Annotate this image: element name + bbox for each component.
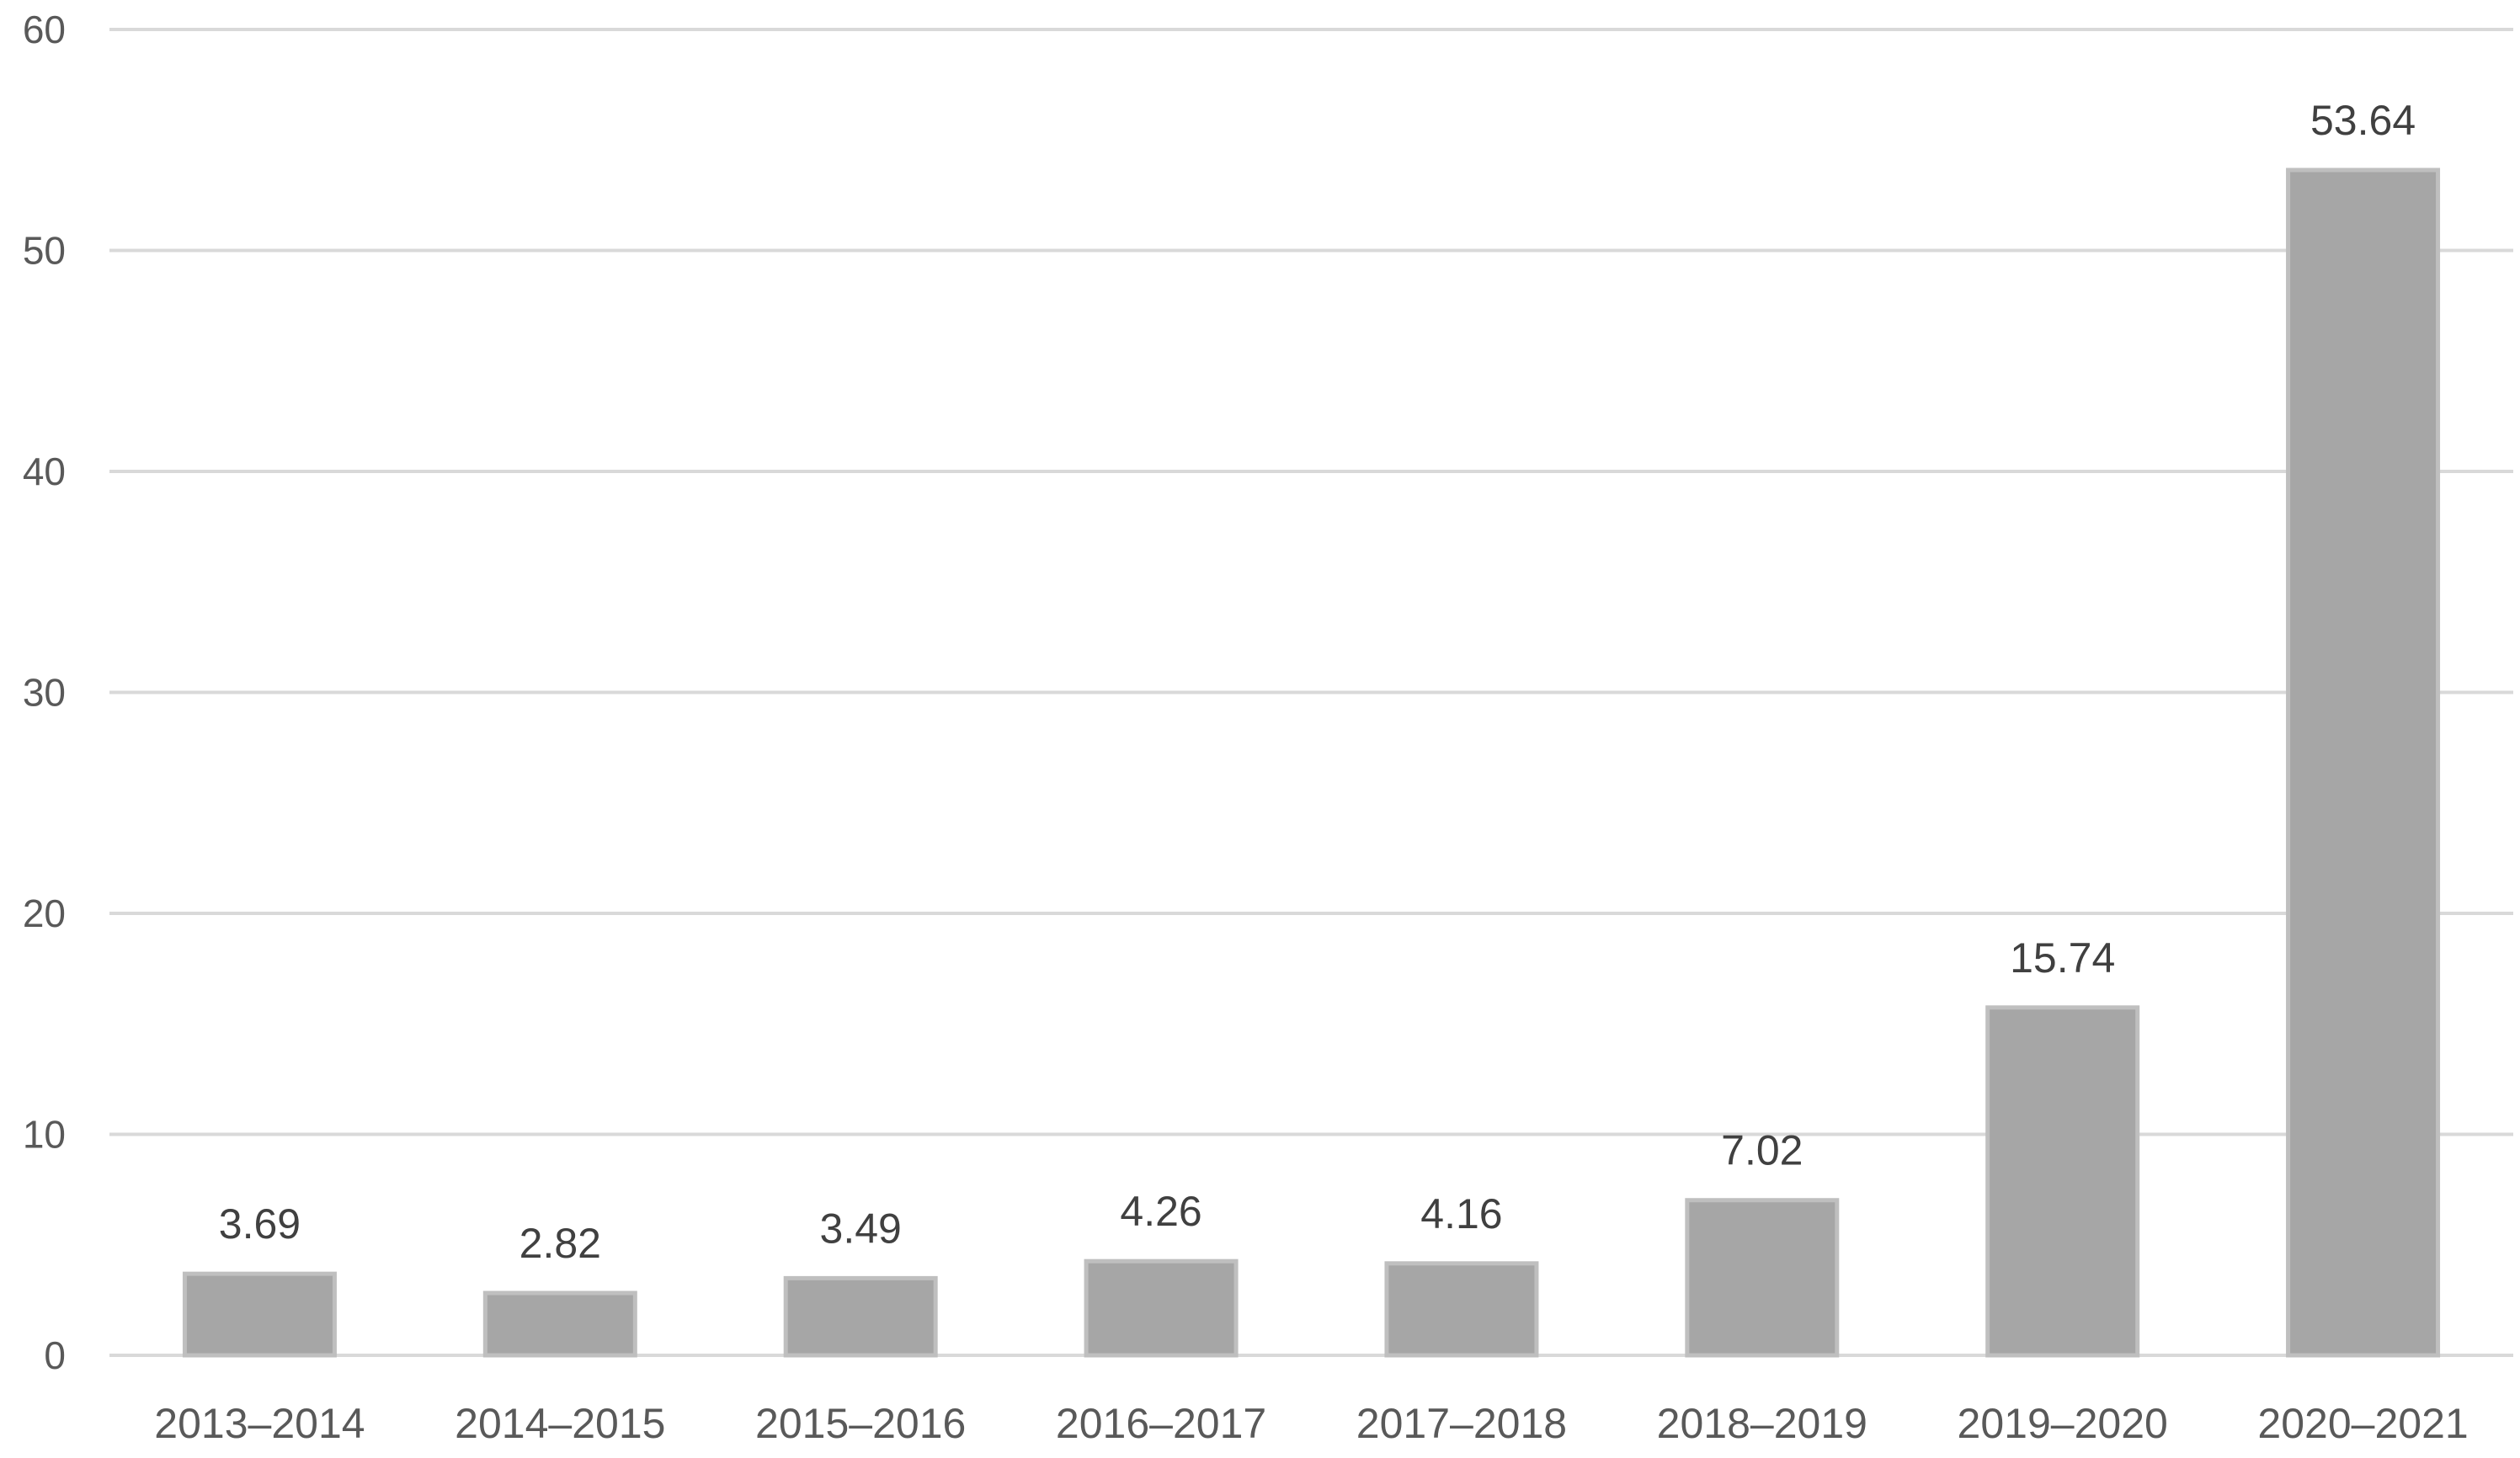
bar bbox=[1384, 1261, 1539, 1358]
bar bbox=[1084, 1258, 1239, 1358]
data-label: 7.02 bbox=[1721, 1127, 1803, 1174]
data-label: 3.69 bbox=[219, 1200, 301, 1248]
y-tick-label: 50 bbox=[23, 229, 66, 273]
bar bbox=[482, 1290, 637, 1358]
x-tick-label: 2018–2019 bbox=[1657, 1400, 1867, 1447]
y-tick-label: 10 bbox=[23, 1113, 66, 1157]
bar bbox=[2286, 168, 2441, 1358]
x-tick-label: 2013–2014 bbox=[154, 1400, 365, 1447]
data-label: 15.74 bbox=[2010, 934, 2115, 982]
data-label: 53.64 bbox=[2310, 97, 2416, 144]
data-labels: 3.69 2.82 3.49 4.26 4.16 7.02 15.74 53.64 bbox=[219, 97, 2416, 1267]
y-tick-label: 40 bbox=[23, 450, 66, 493]
bar bbox=[1985, 1005, 2140, 1358]
bar bbox=[182, 1271, 337, 1358]
data-label: 2.82 bbox=[519, 1220, 601, 1267]
x-tick-label: 2014–2015 bbox=[455, 1400, 665, 1447]
y-axis-ticks: 0 10 20 30 40 50 60 bbox=[23, 8, 66, 1377]
data-label: 3.49 bbox=[820, 1205, 902, 1252]
data-label: 4.26 bbox=[1120, 1188, 1201, 1235]
bar bbox=[1685, 1198, 1840, 1358]
x-axis-ticks: 2013–2014 2014–2015 2015–2016 2016–2017 2017… bbox=[154, 1400, 2468, 1447]
data-label: 4.16 bbox=[1420, 1190, 1502, 1237]
y-tick-label: 30 bbox=[23, 671, 66, 715]
gridlines bbox=[109, 28, 2513, 1357]
x-tick-label: 2017–2018 bbox=[1356, 1400, 1567, 1447]
y-tick-label: 0 bbox=[44, 1333, 66, 1377]
bar bbox=[783, 1275, 938, 1358]
y-tick-label: 20 bbox=[23, 891, 66, 935]
x-tick-label: 2016–2017 bbox=[1056, 1400, 1266, 1447]
x-tick-label: 2015–2016 bbox=[755, 1400, 966, 1447]
x-tick-label: 2019–2020 bbox=[1958, 1400, 2168, 1447]
x-tick-label: 2020–2021 bbox=[2257, 1400, 2468, 1447]
bars bbox=[182, 168, 2441, 1358]
y-tick-label: 60 bbox=[23, 8, 66, 51]
